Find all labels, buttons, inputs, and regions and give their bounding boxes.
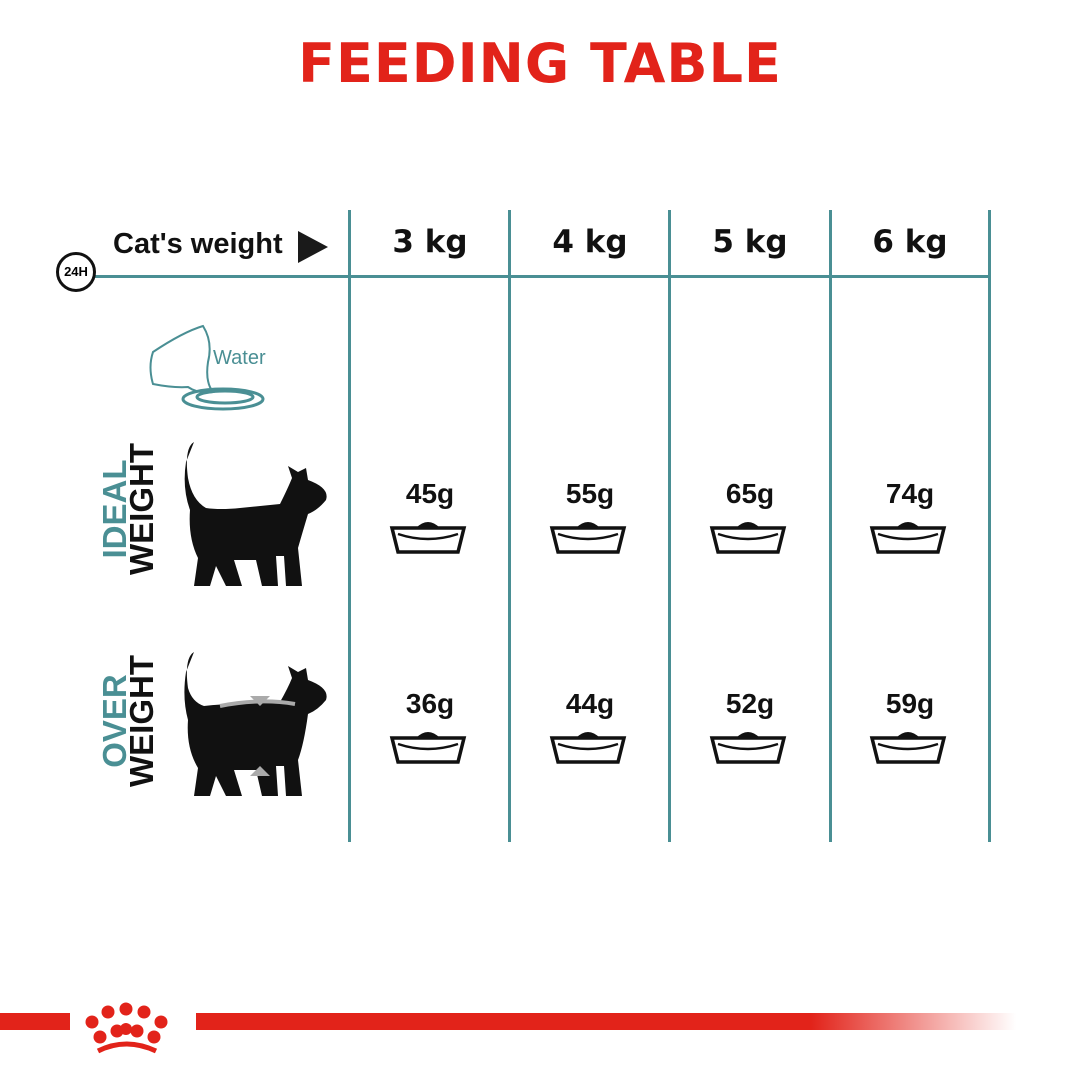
row-label-weight: WEIGHT	[123, 655, 160, 787]
cat-silhouette-icon	[184, 652, 327, 796]
column-divider	[988, 210, 991, 842]
footer-bar	[196, 1013, 1016, 1030]
row-header-label: Cat's weight	[113, 228, 283, 260]
food-bowl-icon	[549, 522, 627, 554]
feeding-amount: 59g	[885, 688, 935, 719]
column-header-3kg: 3 kg	[392, 224, 468, 260]
food-bowl-icon	[709, 732, 787, 764]
royal-canin-crown-logo	[85, 1002, 168, 1054]
column-header-5kg: 5 kg	[712, 224, 788, 260]
water-label: Water	[213, 347, 266, 369]
food-bowl-icon	[709, 522, 787, 554]
feeding-amount: 45g	[405, 478, 455, 509]
food-bowl-icon	[389, 732, 467, 764]
footer-bar	[0, 1013, 70, 1030]
column-divider	[348, 210, 351, 842]
column-header-4kg: 4 kg	[552, 224, 628, 260]
food-bowl-icon	[869, 522, 947, 554]
column-divider	[829, 210, 832, 842]
feeding-amount: 36g	[405, 688, 455, 719]
feeding-amount: 55g	[565, 478, 615, 509]
column-divider	[508, 210, 511, 842]
feeding-amount: 44g	[565, 688, 615, 719]
column-header-6kg: 6 kg	[872, 224, 948, 260]
cat-silhouette-icon	[184, 442, 327, 586]
clock-24h-icon: 24H	[56, 252, 96, 292]
row-label-weight: WEIGHT	[123, 443, 160, 575]
feeding-amount: 65g	[725, 478, 775, 509]
feeding-amount: 52g	[725, 688, 775, 719]
column-divider	[668, 210, 671, 842]
water-bowl-icon	[149, 324, 265, 411]
header-divider	[80, 275, 990, 278]
food-bowl-icon	[389, 522, 467, 554]
food-bowl-icon	[869, 732, 947, 764]
food-bowl-icon	[549, 732, 627, 764]
feeding-amount: 74g	[885, 478, 935, 509]
arrow-right-icon	[298, 231, 328, 263]
page-title: FEEDING TABLE	[298, 32, 782, 95]
